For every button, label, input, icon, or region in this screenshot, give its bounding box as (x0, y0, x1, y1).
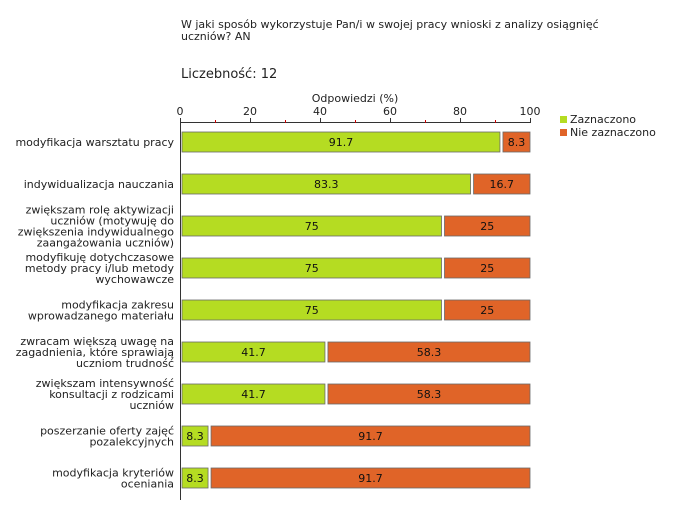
category-label: zwiększam rolę aktywizacji uczniów (motyw… (18, 204, 175, 250)
bar-zaznaczono (181, 383, 326, 405)
category-label: modyfikacja zakresu wprowadzanego materia… (28, 299, 174, 323)
x-tick-label: 0 (177, 105, 184, 118)
bar-zaznaczono (181, 467, 209, 489)
data-label-zaznaczono: 83.3 (314, 178, 339, 191)
bar-nie-zaznaczono (444, 299, 531, 321)
category-label: modyfikuję dotychczasowe metody pracy i/l… (25, 251, 175, 286)
data-label-zaznaczono: 41.7 (241, 388, 266, 401)
data-label-nie-zaznaczono: 8.3 (508, 136, 526, 149)
bar-nie-zaznaczono (473, 173, 531, 195)
data-label-zaznaczono: 91.7 (329, 136, 354, 149)
bar-nie-zaznaczono (327, 341, 531, 363)
category-label: poszerzanie oferty zajęć pozalekcyjnych (40, 425, 174, 449)
data-label-zaznaczono: 75 (305, 262, 319, 275)
bar-nie-zaznaczono (502, 131, 531, 153)
bar-zaznaczono (181, 341, 326, 363)
bar-zaznaczono (181, 299, 442, 321)
data-label-nie-zaznaczono: 16.7 (490, 178, 515, 191)
x-tick-label: 40 (313, 105, 327, 118)
legend-nie-zaznaczono-label: Nie zaznaczono (570, 126, 656, 139)
data-label-nie-zaznaczono: 25 (480, 304, 494, 317)
count-label: Liczebność: (181, 67, 257, 82)
legend-zaznaczono-swatch (560, 116, 567, 123)
data-label-nie-zaznaczono: 58.3 (417, 346, 442, 359)
data-label-zaznaczono: 75 (305, 304, 319, 317)
category-label: modyfikacja warsztatu pracy (15, 136, 174, 149)
chart-title: W jaki sposób wykorzystuje Pan/i w swoje… (181, 18, 599, 43)
category-label: zwracam większą uwagę na zagadnienia, któ… (16, 335, 175, 370)
bar-nie-zaznaczono (210, 425, 531, 447)
legend-nie-zaznaczono-swatch (560, 129, 567, 136)
bar-zaznaczono (181, 257, 442, 279)
bar-zaznaczono (181, 425, 209, 447)
x-axis-title: Odpowiedzi (%) (312, 92, 399, 105)
data-label-zaznaczono: 8.3 (186, 472, 204, 485)
category-label: zwiększam intensywność konsultacji z rodz… (36, 377, 174, 412)
data-label-zaznaczono: 41.7 (241, 346, 266, 359)
count-value: 12 (260, 67, 278, 82)
bar-zaznaczono (181, 173, 471, 195)
data-label-nie-zaznaczono: 91.7 (358, 430, 383, 443)
x-tick-label: 80 (453, 105, 467, 118)
category-label: indywidualizacja nauczania (24, 178, 174, 191)
data-label-zaznaczono: 75 (305, 220, 319, 233)
bar-zaznaczono (181, 215, 442, 237)
x-tick-label: 100 (520, 105, 541, 118)
x-tick-label: 20 (243, 105, 257, 118)
sample-size: Liczebność: 12 (181, 67, 277, 82)
bar-nie-zaznaczono (327, 383, 531, 405)
bar-zaznaczono (181, 131, 501, 153)
data-label-nie-zaznaczono: 25 (480, 220, 494, 233)
bar-nie-zaznaczono (444, 215, 531, 237)
x-tick-label: 60 (383, 105, 397, 118)
data-label-nie-zaznaczono: 91.7 (358, 472, 383, 485)
legend-zaznaczono-label: Zaznaczono (570, 113, 636, 126)
category-label: modyfikacja kryteriów oceniania (52, 467, 174, 491)
data-label-nie-zaznaczono: 58.3 (417, 388, 442, 401)
bar-nie-zaznaczono (210, 467, 531, 489)
bar-nie-zaznaczono (444, 257, 531, 279)
data-label-zaznaczono: 8.3 (186, 430, 204, 443)
data-label-nie-zaznaczono: 25 (480, 262, 494, 275)
